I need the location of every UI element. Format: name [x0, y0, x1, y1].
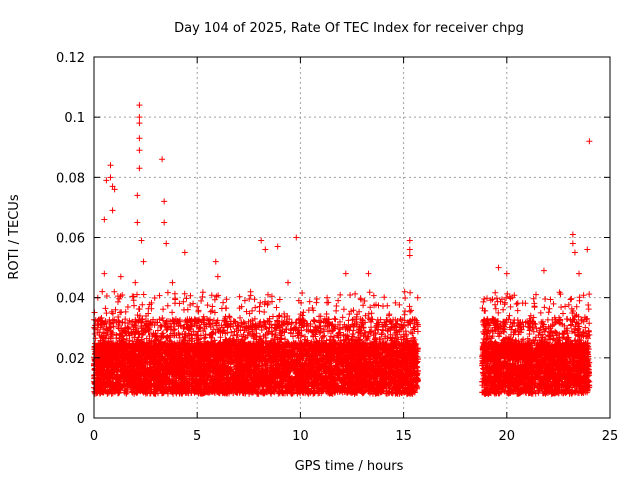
- roti-point: [569, 240, 576, 247]
- roti-point: [136, 114, 143, 121]
- roti-point: [495, 264, 502, 271]
- y-axis-title: ROTI / TECUs: [7, 194, 22, 279]
- roti-point: [136, 135, 143, 142]
- roti-point: [161, 198, 168, 205]
- roti-point: [342, 270, 349, 277]
- roti-point: [262, 246, 269, 253]
- roti-point: [190, 300, 197, 307]
- roti-point: [101, 270, 108, 277]
- y-tick-label: 0.06: [56, 232, 85, 247]
- roti-point: [285, 279, 292, 286]
- roti-point: [111, 186, 118, 193]
- roti-point: [569, 231, 576, 238]
- roti-point: [138, 237, 145, 244]
- y-tick-label: 0.1: [64, 111, 85, 126]
- x-tick-label: 10: [292, 429, 309, 444]
- roti-point: [540, 267, 547, 274]
- roti-point: [117, 273, 124, 280]
- roti-point: [571, 249, 578, 256]
- data-points: [91, 102, 593, 397]
- roti-point: [163, 240, 170, 247]
- roti-point: [134, 219, 141, 226]
- roti-point: [503, 270, 510, 277]
- roti-point: [181, 249, 188, 256]
- roti-point: [136, 102, 143, 109]
- roti-point: [584, 246, 591, 253]
- roti-point: [140, 258, 147, 265]
- roti-point: [136, 147, 143, 154]
- roti-point: [586, 138, 593, 145]
- roti-point: [132, 279, 139, 286]
- roti-point: [576, 270, 583, 277]
- x-tick-label: 5: [193, 429, 201, 444]
- x-tick-label: 25: [602, 429, 619, 444]
- chart-title: Day 104 of 2025, Rate Of TEC Index for r…: [174, 21, 524, 36]
- roti-point: [134, 192, 141, 199]
- roti-point: [212, 258, 219, 265]
- y-tick-label: 0.08: [56, 171, 85, 186]
- y-tick-label: 0.12: [56, 51, 85, 66]
- roti-point: [169, 279, 176, 286]
- roti-point: [161, 219, 168, 226]
- roti-point: [365, 270, 372, 277]
- roti-point: [159, 156, 166, 163]
- roti-point: [103, 177, 110, 184]
- roti-point: [406, 237, 413, 244]
- y-tick-label: 0: [77, 412, 85, 427]
- roti-point: [274, 243, 281, 250]
- roti-point: [293, 234, 300, 241]
- roti-point: [136, 165, 143, 172]
- roti-point: [214, 273, 221, 280]
- axis-ticks: 0 5 10 15 20 25 0 0.02 0.04 0.06 0.08 0.1 0.12: [56, 51, 618, 444]
- x-axis-title: GPS time / hours: [295, 459, 404, 474]
- roti-point: [109, 183, 116, 190]
- roti-point: [101, 216, 108, 223]
- roti-point: [406, 246, 413, 253]
- x-tick-label: 0: [90, 429, 98, 444]
- x-tick-label: 20: [499, 429, 516, 444]
- roti-point: [99, 288, 106, 295]
- roti-point: [258, 237, 265, 244]
- roti-point: [107, 162, 114, 169]
- roti-point: [109, 207, 116, 214]
- y-tick-label: 0.04: [56, 292, 85, 307]
- roti-point: [107, 174, 114, 181]
- y-tick-label: 0.02: [56, 352, 85, 367]
- roti-baseline-points: [91, 288, 593, 397]
- x-tick-label: 15: [395, 429, 412, 444]
- roti-point: [406, 252, 413, 259]
- roti-point: [136, 120, 143, 127]
